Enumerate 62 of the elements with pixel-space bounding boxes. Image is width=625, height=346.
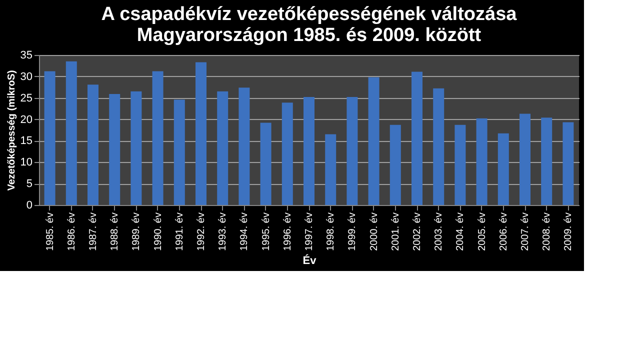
x-tick-label: 1989. év	[131, 212, 142, 251]
text: A csapadékvíz vezetőképességének változása	[101, 4, 517, 25]
y-tick-label: 0	[26, 200, 32, 212]
bar	[562, 122, 574, 205]
y-tick-label: 30	[20, 70, 32, 83]
x-tick-label: 1986. év	[66, 212, 78, 251]
bar	[282, 102, 293, 205]
bar	[346, 97, 358, 205]
bar	[260, 122, 272, 205]
x-tick-label: 1994. év	[239, 212, 250, 251]
x-tick-label: 1996. év	[282, 212, 294, 251]
x-tick-label: 1993. év	[218, 212, 229, 251]
bar	[325, 134, 336, 205]
x-tick-label: 2008. év	[542, 212, 553, 251]
bar	[88, 84, 98, 205]
bar	[109, 94, 120, 205]
bar	[498, 133, 509, 205]
x-tick-label: 1998. év	[326, 212, 337, 251]
y-tick-label: 20	[20, 114, 32, 126]
x-tick-label: 1987. év	[88, 212, 99, 251]
x-tick-label: 1991. év	[174, 212, 186, 251]
x-tick-label: 1999. év	[347, 212, 358, 251]
bar	[196, 62, 206, 205]
bar	[217, 91, 228, 205]
bar	[390, 124, 401, 205]
bar	[66, 61, 77, 205]
x-tick-label: 2004. év	[455, 212, 466, 251]
bar	[541, 118, 552, 205]
y-tick-label: 5	[26, 178, 32, 190]
bar	[520, 114, 530, 205]
bar	[304, 97, 314, 205]
x-tick-label: 2001. év	[390, 212, 402, 251]
y-tick-label: 25	[20, 92, 32, 104]
bar	[476, 118, 488, 205]
bar	[130, 91, 142, 205]
x-tick-label: 2007. év	[520, 212, 531, 251]
x-tick-label: 1990. év	[152, 212, 164, 251]
y-tick-label: 10	[20, 156, 32, 169]
x-tick-label: 2006. év	[498, 212, 510, 251]
y-axis-title: Vezetőképesség (mikroS)	[6, 70, 18, 191]
bar	[238, 88, 250, 205]
bar	[433, 88, 444, 205]
x-tick-label: 2000. év	[368, 212, 380, 251]
text: Magyarországon 1985. és 2009. között	[136, 25, 482, 46]
y-tick-label: 35	[20, 50, 32, 62]
x-axis-title: Év	[302, 254, 318, 267]
bar	[412, 72, 422, 205]
x-tick-label: 2002. év	[412, 212, 423, 251]
x-tick-label: 1997. év	[304, 212, 315, 251]
bar	[44, 71, 56, 205]
x-tick-label: 2003. év	[434, 212, 445, 251]
bar	[152, 71, 164, 205]
x-tick-label: 1988. év	[110, 212, 121, 251]
bar	[174, 100, 185, 205]
bar	[368, 77, 380, 205]
x-tick-label: 1995. év	[260, 212, 272, 251]
bar	[454, 124, 466, 205]
y-tick-label: 15	[20, 135, 32, 148]
x-tick-label: 1992. év	[196, 212, 207, 251]
x-tick-label: 2005. év	[476, 212, 488, 251]
x-tick-label: 2009. év	[563, 212, 574, 251]
x-tick-label: 1985. év	[44, 212, 56, 251]
